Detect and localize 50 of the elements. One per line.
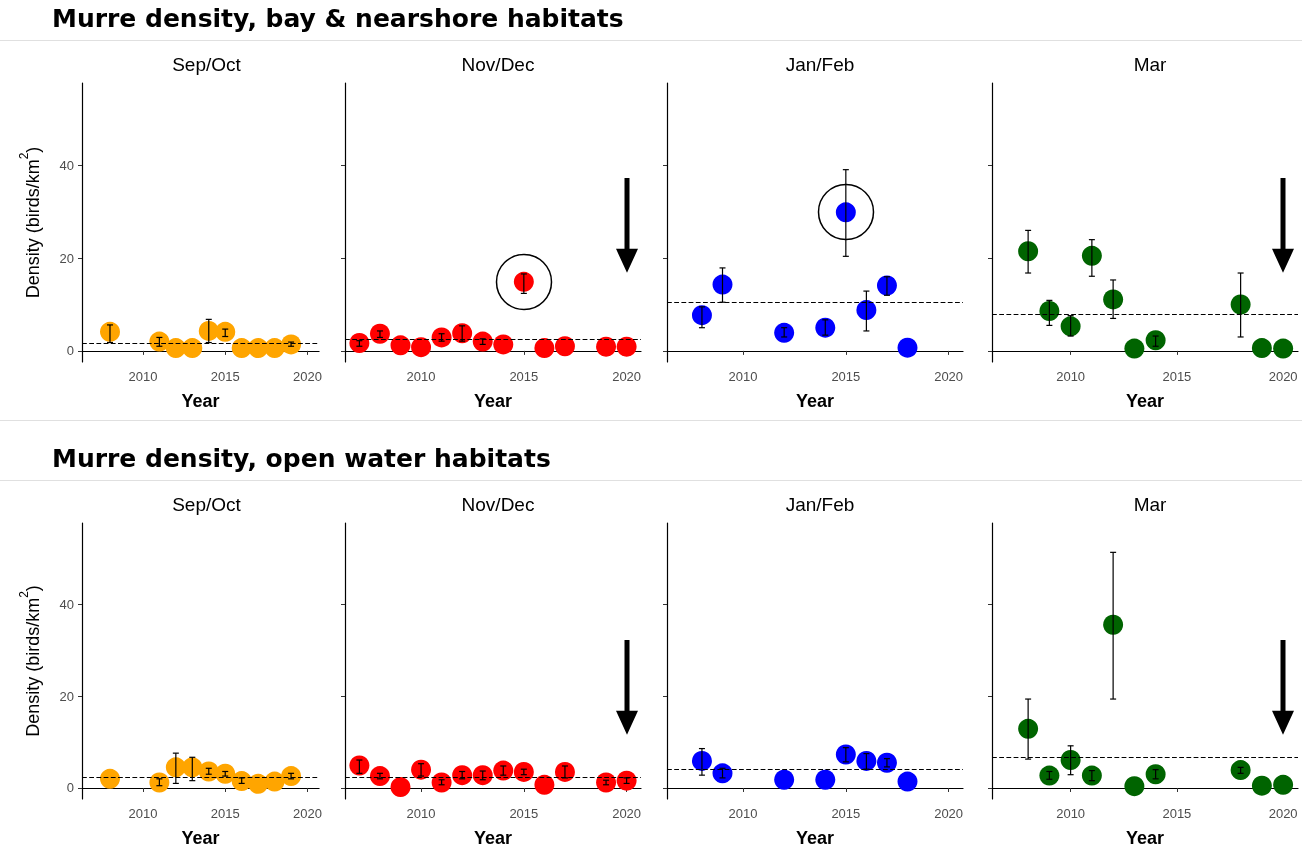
x-axis-title: Year xyxy=(181,391,220,411)
x-tick-label: 2020 xyxy=(612,806,642,821)
x-tick-label: 2015 xyxy=(1162,369,1192,384)
x-tick-label: 2010 xyxy=(728,806,758,821)
x-tick-label: 2020 xyxy=(1268,806,1298,821)
x-tick-label: 2020 xyxy=(293,806,322,821)
x-axis-title: Year xyxy=(1125,828,1165,848)
chart-title: Jan/Feb xyxy=(785,54,855,75)
x-tick-label: 2020 xyxy=(1268,369,1298,384)
x-tick-label: 2010 xyxy=(1056,369,1086,384)
x-tick-label: 2015 xyxy=(1162,806,1192,821)
x-tick-label: 2010 xyxy=(406,806,436,821)
x-tick-label: 2015 xyxy=(509,369,539,384)
y-tick-label: 0 xyxy=(66,780,74,796)
chart-subtitle: Murre density, open water habitats xyxy=(52,444,551,473)
x-tick-label: 2020 xyxy=(612,369,642,384)
x-tick-label: 2015 xyxy=(210,369,240,384)
x-tick-label: 2020 xyxy=(934,369,964,384)
x-tick-label: 2010 xyxy=(128,369,158,384)
x-axis-title: Year xyxy=(473,391,513,411)
x-tick-label: 2015 xyxy=(210,806,240,821)
y-tick-label: 0 xyxy=(66,343,74,359)
x-tick-label: 2015 xyxy=(509,806,539,821)
chart-title: Jan/Feb xyxy=(785,494,855,515)
x-tick-label: 2015 xyxy=(831,806,861,821)
x-tick-label: 2010 xyxy=(406,369,436,384)
y-axis-title: Density (birds/km2) xyxy=(17,146,43,299)
chart-subtitle: Murre density, bay & nearshore habitats xyxy=(52,4,624,33)
x-tick-label: 2010 xyxy=(128,806,158,821)
chart-title: Nov/Dec xyxy=(461,494,535,515)
y-tick-label: 20 xyxy=(59,250,74,266)
x-axis-title: Year xyxy=(795,828,835,848)
x-axis-title: Year xyxy=(795,391,835,411)
y-tick-label: 40 xyxy=(59,597,74,613)
x-axis-title: Year xyxy=(181,828,220,848)
x-tick-label: 2020 xyxy=(934,806,964,821)
chart-title: Nov/Dec xyxy=(461,54,535,75)
x-tick-label: 2010 xyxy=(728,369,758,384)
chart-title: Mar xyxy=(1133,494,1168,515)
y-tick-label: 40 xyxy=(59,157,74,173)
x-tick-label: 2015 xyxy=(831,369,861,384)
chart-title: Sep/Oct xyxy=(172,54,242,75)
x-axis-title: Year xyxy=(1125,391,1165,411)
chart-title: Mar xyxy=(1133,54,1168,75)
x-tick-label: 2010 xyxy=(1056,806,1086,821)
y-axis-title: Density (birds/km2) xyxy=(17,585,43,737)
x-axis-title: Year xyxy=(473,828,513,848)
y-tick-label: 20 xyxy=(59,688,74,704)
x-tick-label: 2020 xyxy=(293,369,322,384)
chart-title: Sep/Oct xyxy=(172,494,242,515)
